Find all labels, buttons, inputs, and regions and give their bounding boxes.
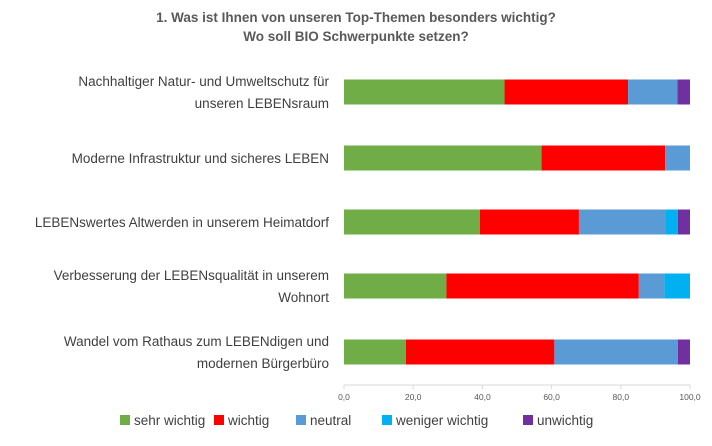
bar-segment <box>677 339 690 365</box>
legend-swatch <box>214 415 224 425</box>
chart-title-line: 1. Was ist Ihnen von unseren Top-Themen … <box>156 10 556 25</box>
bar-segment <box>344 145 542 171</box>
legend-swatch <box>382 415 392 425</box>
legend-label: unwichtig <box>537 413 593 428</box>
category-label: Moderne Infrastruktur und sicheres LEBEN <box>72 151 329 166</box>
bar-segment <box>541 145 666 171</box>
bar-segment <box>344 209 480 235</box>
legend-label: sehr wichtig <box>134 413 205 428</box>
legend-swatch <box>296 415 306 425</box>
x-tick-label: 0,0 <box>338 392 350 402</box>
bar-segment <box>479 209 579 235</box>
bar-segment <box>446 273 639 299</box>
category-label: Nachhaltiger Natur- und Umweltschutz für <box>78 74 329 89</box>
legend-label: neutral <box>310 413 351 428</box>
bar-segment <box>665 145 690 171</box>
category-label: unseren LEBENsraum <box>195 96 329 111</box>
category-label: LEBENswertes Altwerden in unserem Heimat… <box>35 215 329 230</box>
x-tick-label: 100,0 <box>679 392 701 402</box>
bar-segment <box>677 209 690 235</box>
bar-segment <box>504 79 629 105</box>
chart-title-line: Wo soll BIO Schwerpunkte setzen? <box>243 29 469 44</box>
bar-segment <box>665 209 678 235</box>
x-tick-label: 20,0 <box>405 392 422 402</box>
bar-segment <box>638 273 665 299</box>
bar-segment <box>578 209 666 235</box>
category-label: modernen Bürgerbüro <box>197 356 329 371</box>
legend-swatch <box>120 415 130 425</box>
legend-label: weniger wichtig <box>395 413 488 428</box>
bar-segment <box>628 79 678 105</box>
x-tick-label: 60,0 <box>543 392 560 402</box>
x-tick-label: 80,0 <box>613 392 630 402</box>
category-label: Verbesserung der LEBENsqualität in unser… <box>54 268 329 283</box>
bar-segment <box>677 79 690 105</box>
category-label: Wohnort <box>278 290 329 305</box>
category-label: Wandel vom Rathaus zum LEBENdigen und <box>64 334 329 349</box>
bar-segment <box>344 339 406 365</box>
bar-segment <box>405 339 555 365</box>
bar-segment <box>344 273 447 299</box>
bar-segment <box>554 339 678 365</box>
bar-segment <box>664 273 690 299</box>
x-tick-label: 40,0 <box>474 392 491 402</box>
legend-label: wichtig <box>227 413 269 428</box>
legend-swatch <box>523 415 533 425</box>
bar-segment <box>344 79 505 105</box>
